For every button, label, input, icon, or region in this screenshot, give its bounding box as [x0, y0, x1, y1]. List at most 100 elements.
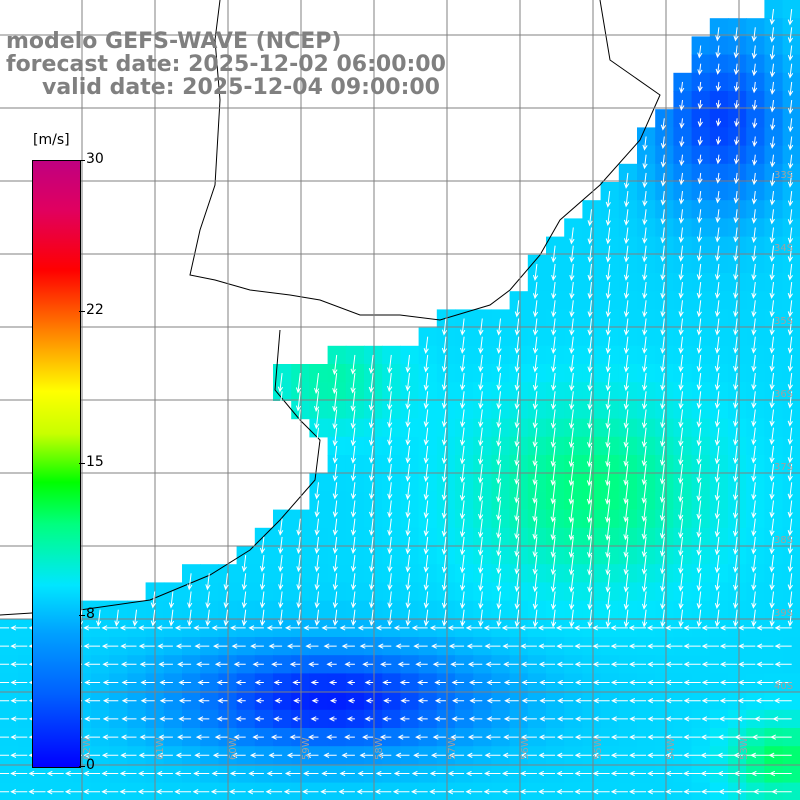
wind-speed-cell — [564, 728, 583, 747]
wind-arrow — [198, 698, 210, 704]
wind-arrow — [679, 118, 685, 129]
wind-speed-cell — [382, 746, 401, 765]
wind-arrow — [405, 391, 411, 410]
wind-arrow — [641, 518, 647, 540]
wind-arrow — [350, 518, 357, 536]
wind-arrow — [174, 625, 192, 631]
wind-speed-cell — [345, 637, 365, 656]
wind-arrow — [714, 464, 720, 483]
wind-speed-cell — [127, 782, 147, 800]
wind-arrow — [519, 789, 537, 795]
wind-arrow — [732, 445, 739, 464]
colorbar — [32, 160, 81, 768]
wind-arrow — [273, 716, 283, 722]
wind-arrow — [305, 752, 319, 758]
wind-arrow — [496, 318, 502, 336]
wind-speed-cell — [345, 673, 365, 693]
wind-speed-cell — [182, 764, 201, 784]
wind-arrow — [697, 100, 703, 110]
wind-arrow — [787, 427, 793, 445]
wind-arrow — [339, 625, 355, 631]
wind-speed-cell — [382, 709, 401, 729]
wind-arrow — [514, 409, 520, 429]
wind-speed-cell — [273, 655, 292, 674]
wind-arrow — [417, 679, 428, 686]
wind-speed-cell — [127, 746, 147, 765]
wind-arrow — [787, 354, 793, 372]
wind-arrow — [284, 770, 301, 777]
wind-arrow — [751, 227, 757, 243]
wind-arrow — [642, 282, 648, 300]
wind-arrow — [751, 172, 758, 186]
wind-arrow — [379, 734, 392, 740]
wind-arrow — [610, 734, 628, 740]
wind-arrow — [521, 679, 537, 686]
wind-speed-cell — [236, 709, 256, 729]
wind-arrow — [423, 482, 429, 501]
wind-arrow — [102, 679, 119, 686]
wind-speed-cell — [163, 782, 183, 800]
wind-speed-cell — [254, 782, 274, 800]
wind-speed-cell — [728, 691, 747, 711]
wind-arrow — [678, 500, 684, 521]
wind-arrow — [587, 609, 593, 628]
wind-arrow — [660, 300, 666, 318]
wind-arrow — [451, 679, 465, 686]
wind-arrow — [787, 391, 793, 409]
wind-arrow — [769, 609, 775, 627]
wind-arrow — [787, 591, 793, 609]
wind-arrow — [787, 409, 793, 427]
wind-arrow — [520, 734, 537, 740]
wind-arrow — [733, 427, 739, 446]
wind-arrow — [387, 500, 393, 518]
wind-arrow — [587, 318, 593, 336]
wind-arrow — [465, 770, 483, 777]
wind-arrow — [178, 679, 192, 686]
wind-arrow — [605, 555, 611, 576]
wind-arrow — [678, 609, 684, 628]
wind-arrow — [413, 752, 428, 758]
wind-arrow — [532, 282, 539, 300]
colorbar-tick-label: 15 — [86, 454, 104, 470]
wind-arrow — [359, 752, 374, 758]
wind-arrow — [769, 518, 775, 537]
wind-arrow — [364, 679, 374, 686]
wind-speed-cell — [163, 764, 183, 784]
wind-arrow — [568, 518, 574, 541]
wind-arrow — [696, 318, 702, 336]
wind-speed-cell — [382, 764, 401, 784]
wind-arrow — [387, 445, 393, 464]
wind-arrow — [787, 227, 794, 244]
wind-speed-cell — [236, 728, 256, 747]
wind-arrow — [678, 445, 684, 466]
wind-speed-cell — [436, 673, 456, 693]
wind-arrow — [697, 81, 703, 93]
wind-arrow — [629, 716, 647, 722]
wind-arrow — [605, 573, 611, 593]
wind-speed-cell — [182, 618, 201, 638]
wind-arrow — [733, 63, 740, 76]
wind-arrow — [557, 716, 574, 722]
wind-arrow — [568, 482, 574, 505]
wind-arrow — [387, 518, 393, 537]
wind-speed-cell — [673, 655, 693, 674]
wind-speed-cell — [546, 691, 565, 711]
wind-arrow — [751, 609, 757, 627]
wind-arrow — [573, 625, 592, 631]
wind-arrow — [347, 698, 355, 704]
wind-arrow — [751, 482, 757, 501]
wind-speed-cell — [200, 618, 219, 638]
wind-arrow — [468, 716, 483, 722]
wind-arrow — [623, 209, 630, 226]
wind-arrow — [665, 789, 683, 795]
wind-speed-cell — [637, 691, 656, 711]
wind-arrow — [605, 209, 611, 227]
wind-arrow — [277, 373, 284, 393]
wind-arrow — [605, 191, 611, 208]
wind-speed-cell — [309, 637, 329, 656]
wind-speed-cell — [273, 618, 292, 638]
wind-arrow — [382, 679, 392, 686]
wind-arrow — [320, 789, 337, 795]
wind-arrow — [683, 789, 701, 795]
wind-arrow — [738, 661, 756, 667]
